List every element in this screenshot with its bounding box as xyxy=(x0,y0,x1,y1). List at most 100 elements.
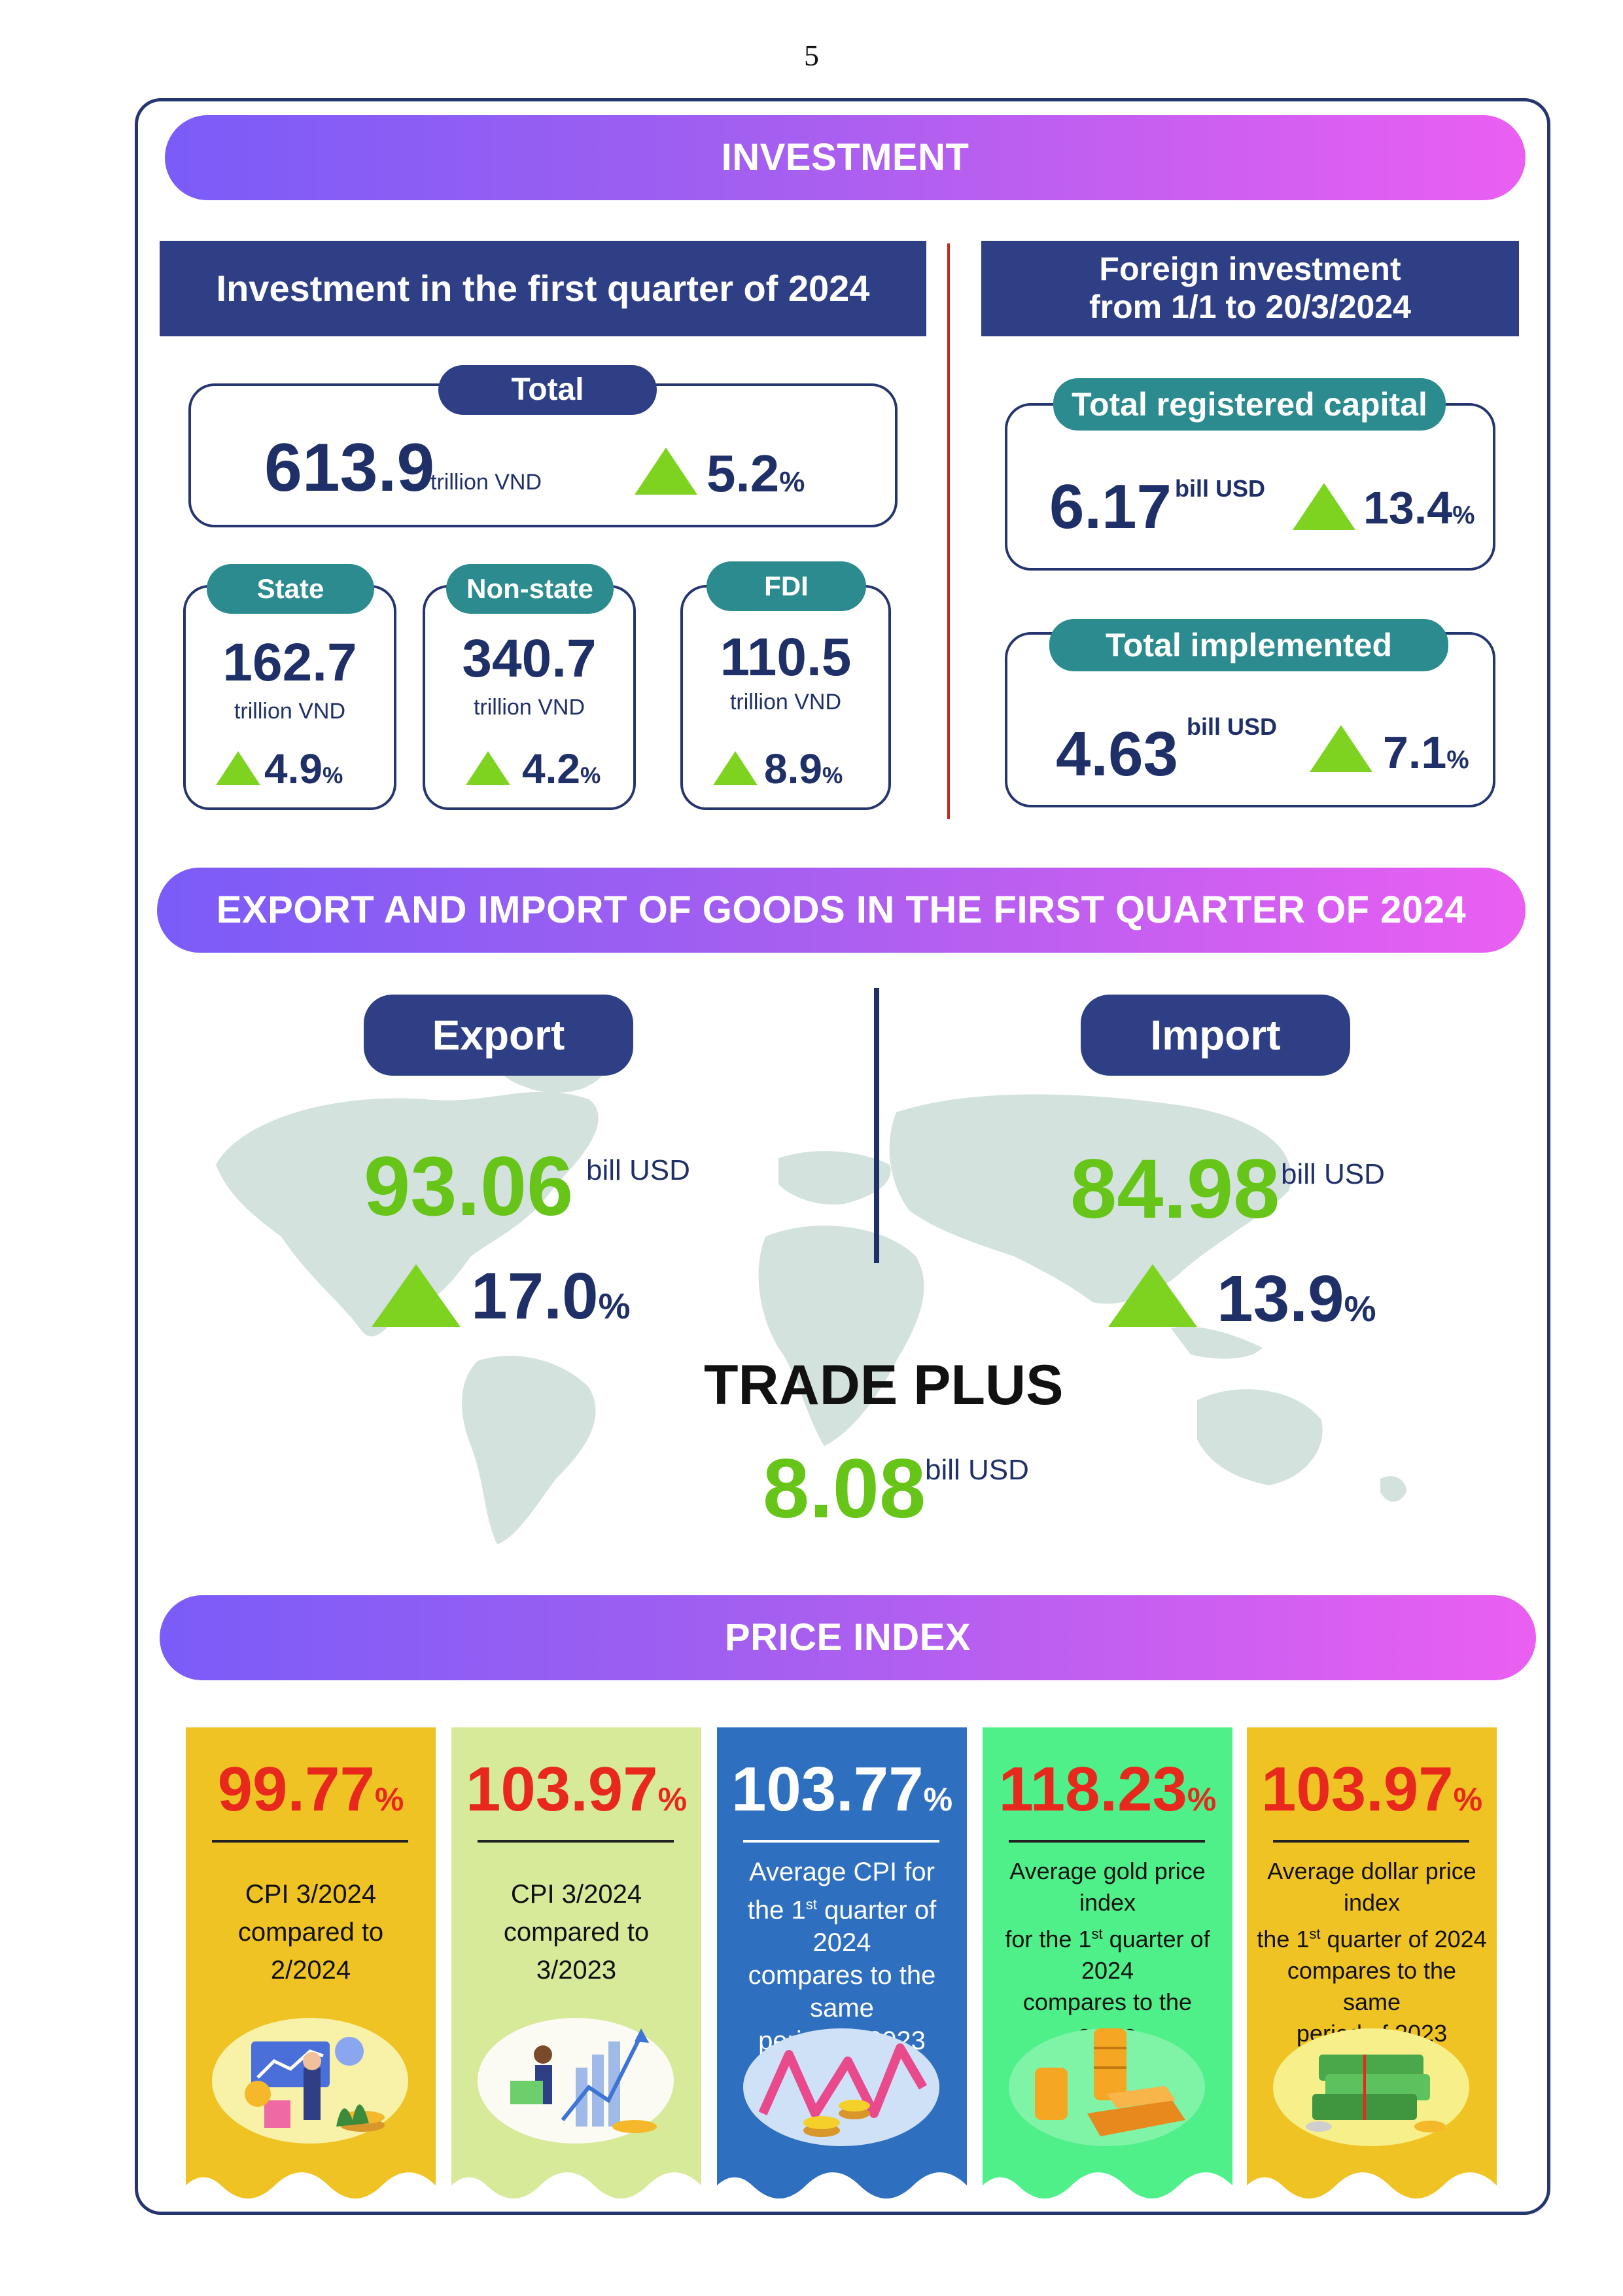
trade-plus-value: 8.08 xyxy=(763,1442,926,1536)
state-label: State xyxy=(207,564,374,614)
export-increase-icon xyxy=(372,1264,461,1327)
trade-plus-label: TRADE PLUS xyxy=(704,1354,1064,1417)
map-africa xyxy=(758,1226,924,1446)
implemented-capital-unit: bill USD xyxy=(1187,713,1278,740)
card-rule xyxy=(1009,1840,1205,1843)
trade-banner: EXPORT AND IMPORT OF GOODS IN THE FIRST … xyxy=(157,868,1526,953)
total-label: Total xyxy=(438,365,657,415)
foreign-header-line2: from 1/1 to 20/3/2024 xyxy=(1089,289,1411,325)
non-state-label: Non-state xyxy=(446,564,614,614)
desc-line: 2/2024 xyxy=(270,1956,351,1985)
map-new-zealand xyxy=(1380,1476,1406,1502)
card-value: 103.77% xyxy=(731,1754,953,1824)
cpi-trend-illustration xyxy=(743,2028,939,2146)
card-description: Average gold price index for the 1st qua… xyxy=(992,1856,1223,2081)
desc-line: compared to xyxy=(503,1918,650,1947)
implemented-change: 7.1% xyxy=(1383,727,1469,778)
desc-line: for the 1st quarter of 2024 xyxy=(1005,1926,1210,1984)
section-divider xyxy=(947,243,950,819)
export-unit: bill USD xyxy=(586,1154,690,1186)
desc-line: the 1st quarter of 2024 xyxy=(747,1896,937,1958)
page-number: 5 xyxy=(804,39,819,72)
card-value: 103.97% xyxy=(465,1754,688,1824)
total-increase-icon xyxy=(635,448,697,495)
content-frame xyxy=(135,98,1550,2215)
desc-line: CPI 3/2024 xyxy=(510,1880,642,1909)
price-index-banner: PRICE INDEX xyxy=(160,1595,1536,1680)
fdi-value: 110.5 xyxy=(720,627,852,687)
card-rule xyxy=(478,1840,674,1843)
desc-line: Average dollar price index xyxy=(1267,1858,1476,1916)
implemented-capital-label: Total implemented capital xyxy=(1049,619,1448,716)
import-change: 13.9% xyxy=(1217,1262,1376,1335)
card-description: CPI 3/2024 compared to 3/2023 xyxy=(461,1875,692,1989)
desc-line: 3/2023 xyxy=(536,1956,617,1985)
map-australia xyxy=(1197,1389,1323,1485)
fdi-change: 8.9% xyxy=(764,745,843,792)
import-increase-icon xyxy=(1108,1264,1197,1327)
desc-line: Average gold price index xyxy=(1009,1858,1206,1916)
state-value: 162.7 xyxy=(222,633,357,692)
non-state-value: 340.7 xyxy=(462,629,597,688)
price-card-gold-index: 118.23% Average gold price index for the… xyxy=(983,1727,1232,2212)
foreign-header-line1: Foreign investment xyxy=(1099,251,1401,287)
price-card-average-cpi: 103.77% Average CPI for the 1st quarter … xyxy=(717,1727,967,2212)
card-value: 103.97% xyxy=(1261,1754,1483,1824)
non-state-unit: trillion VND xyxy=(473,695,585,720)
registered-capital-unit: bill USD xyxy=(1175,475,1266,502)
map-south-america xyxy=(462,1356,596,1544)
card-rule xyxy=(743,1840,939,1843)
fdi-increase-icon xyxy=(713,751,758,785)
total-change: 5.2% xyxy=(707,444,805,503)
import-label: Import xyxy=(1081,995,1350,1076)
card-value: 118.23% xyxy=(998,1754,1217,1824)
trade-divider xyxy=(874,988,879,1263)
non-state-change: 4.2% xyxy=(522,745,601,792)
state-change: 4.9% xyxy=(264,745,343,792)
desc-line: compares to the same xyxy=(748,1961,936,2023)
export-label: Export xyxy=(364,995,633,1076)
implemented-increase-icon xyxy=(1310,725,1372,772)
desc-line: Average CPI for xyxy=(749,1858,935,1886)
state-unit: trillion VND xyxy=(234,699,346,724)
map-asia xyxy=(889,1094,1291,1304)
card-value: 99.77% xyxy=(217,1754,404,1824)
fdi-unit: trillion VND xyxy=(729,690,842,715)
fdi-label: FDI xyxy=(707,561,866,611)
export-change: 17.0% xyxy=(471,1260,631,1333)
import-value: 84.98 xyxy=(1070,1142,1280,1236)
desc-line: CPI 3/2024 xyxy=(245,1880,377,1909)
non-state-increase-icon xyxy=(466,751,510,785)
card-description: CPI 3/2024 compared to 2/2024 xyxy=(195,1875,427,1989)
card-rule xyxy=(1273,1840,1469,1843)
implemented-capital-value: 4.63 xyxy=(1056,719,1178,789)
registered-change: 13.4% xyxy=(1363,482,1475,533)
map-europe xyxy=(778,1151,891,1205)
export-value: 93.06 xyxy=(364,1140,574,1233)
price-card-cpi-month: 99.77% CPI 3/2024 compared to 2/2024 xyxy=(186,1727,436,2212)
registered-capital-label: Total registered capital xyxy=(1053,378,1446,431)
investment-banner: INVESTMENT xyxy=(165,115,1526,200)
total-value: 613.9 xyxy=(264,430,435,506)
card-rule xyxy=(212,1840,408,1843)
desc-line: compared to xyxy=(237,1918,384,1947)
import-unit: bill USD xyxy=(1281,1158,1385,1190)
registered-capital-value: 6.17 xyxy=(1049,472,1172,542)
foreign-investment-header: Foreign investment from 1/1 to 20/3/2024 xyxy=(981,241,1519,336)
price-card-cpi-year: 103.97% CPI 3/2024 compared to 3/2023 xyxy=(451,1727,701,2212)
dollar-money-illustration xyxy=(1273,2028,1469,2146)
map-indonesia xyxy=(1171,1326,1263,1359)
shopping-person-illustration xyxy=(212,2018,408,2144)
map-north-america xyxy=(216,1091,599,1337)
quarter-investment-header: Investment in the first quarter of 2024 xyxy=(160,241,926,336)
trade-plus-unit: bill USD xyxy=(925,1454,1029,1486)
gold-bars-illustration xyxy=(1009,2028,1205,2146)
registered-increase-icon xyxy=(1293,483,1355,530)
non-state-box xyxy=(423,585,636,810)
growth-chart-illustration xyxy=(478,2018,674,2144)
price-card-dollar-index: 103.97% Average dollar price index the 1… xyxy=(1247,1727,1497,2212)
total-unit: trillion VND xyxy=(430,470,542,495)
desc-line: compares to the same xyxy=(1287,1957,1457,2015)
state-increase-icon xyxy=(216,751,260,785)
desc-line: the 1st quarter of 2024 xyxy=(1257,1926,1487,1952)
